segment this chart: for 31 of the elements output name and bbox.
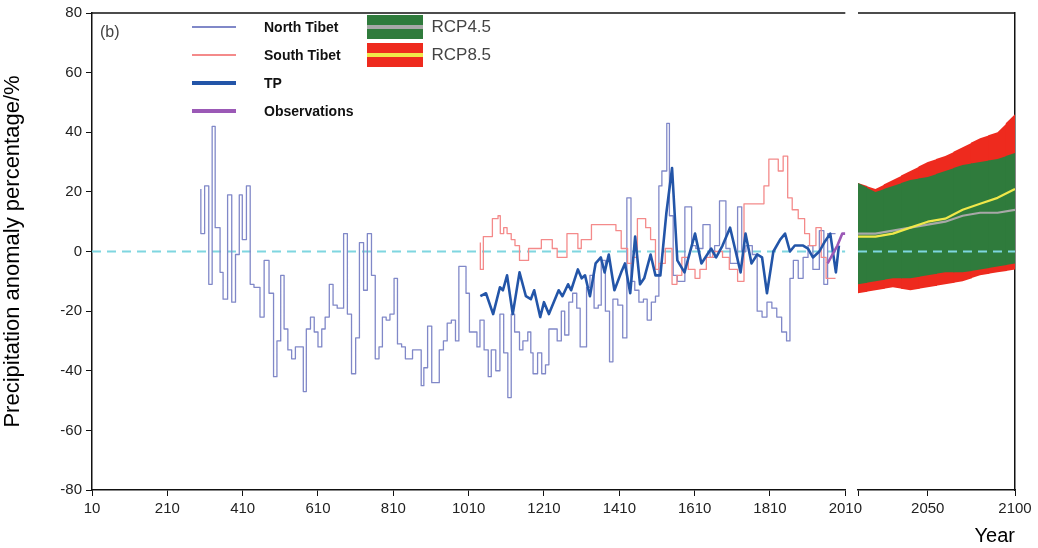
x-tick-label: 1810 bbox=[753, 499, 787, 517]
legend-label: South Tibet bbox=[264, 47, 341, 63]
x-tick-label: 810 bbox=[380, 499, 406, 517]
x-tick-label: 610 bbox=[305, 499, 331, 517]
x-tick-label: 1610 bbox=[677, 499, 712, 517]
y-axis-title: Precipitation anomaly percentage/% bbox=[0, 75, 25, 428]
legend-label: RCP8.5 bbox=[431, 45, 492, 65]
x-tick-label: 210 bbox=[154, 499, 180, 517]
x-tick-label: 2010 bbox=[828, 499, 862, 517]
x-axis-title: Year bbox=[974, 523, 1016, 546]
y-tick-label: 0 bbox=[73, 241, 82, 259]
x-tick-label: 410 bbox=[230, 499, 256, 517]
x-tick-label: 2050 bbox=[911, 499, 945, 517]
y-tick-label: -60 bbox=[60, 420, 82, 438]
annotation: (b) bbox=[100, 23, 120, 41]
y-tick-label: 80 bbox=[65, 3, 82, 21]
x-tick-label: 1410 bbox=[602, 499, 637, 517]
y-tick-label: -80 bbox=[60, 480, 82, 498]
x-tick-label: 2100 bbox=[998, 499, 1032, 517]
legend-label: RCP4.5 bbox=[431, 17, 492, 37]
x-tick-label: 1010 bbox=[451, 499, 486, 517]
y-tick-label: 60 bbox=[65, 62, 82, 80]
y-tick-label: -20 bbox=[60, 301, 82, 319]
y-tick-label: -40 bbox=[60, 360, 82, 378]
x-tick-label: 10 bbox=[83, 499, 101, 517]
legend-label: TP bbox=[264, 75, 282, 91]
legend-label: Observations bbox=[264, 103, 354, 119]
legend-label: North Tibet bbox=[264, 19, 339, 35]
x-tick-label: 1210 bbox=[527, 499, 561, 517]
y-tick-label: 40 bbox=[65, 122, 82, 140]
y-tick-label: 20 bbox=[65, 182, 82, 200]
